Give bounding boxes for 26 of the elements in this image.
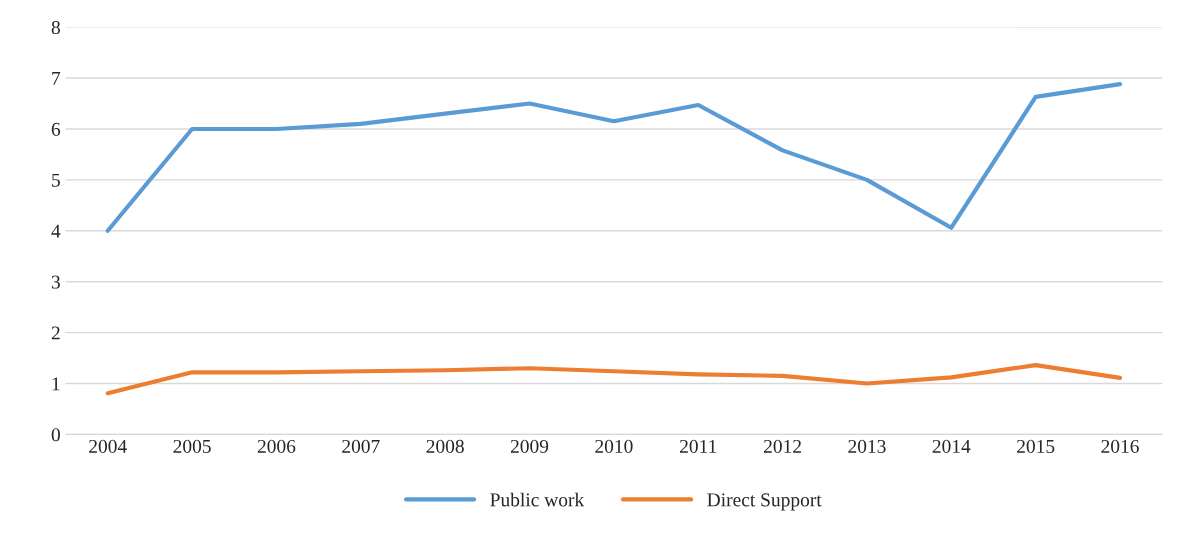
y-tick-label: 5 xyxy=(52,173,60,187)
x-tick-label: 2008 xyxy=(426,439,464,453)
x-tick-label: 2012 xyxy=(764,439,801,453)
x-tick-label: 2006 xyxy=(257,439,296,453)
y-tick-label: 4 xyxy=(51,224,61,238)
x-tick-label: 2014 xyxy=(932,439,971,453)
y-tick-label: 3 xyxy=(51,275,60,289)
x-tick-label: 2013 xyxy=(848,439,886,453)
x-tick-label: 2016 xyxy=(1101,439,1139,453)
x-tick-label: 2004 xyxy=(89,439,127,453)
x-tick-label: 2011 xyxy=(680,439,717,453)
line-series xyxy=(105,82,1123,233)
x-tick-label: 2009 xyxy=(510,439,549,453)
y-tick-label: 7 xyxy=(52,72,61,85)
y-tick-label: 1 xyxy=(52,377,60,391)
x-tick-label: 2007 xyxy=(342,439,380,453)
y-tick-label: 6 xyxy=(51,122,61,136)
legend-label: Public work xyxy=(490,492,585,507)
y-tick-label: 8 xyxy=(51,20,60,35)
x-tick-label: 2015 xyxy=(1017,439,1055,453)
legend-label: Direct Support xyxy=(707,493,822,511)
line-series xyxy=(105,363,1123,396)
y-tick-label: 0 xyxy=(51,428,60,442)
x-tick-label: 2005 xyxy=(173,439,211,453)
y-tick-label: 2 xyxy=(51,326,60,340)
x-tick-label: 2010 xyxy=(595,439,633,453)
